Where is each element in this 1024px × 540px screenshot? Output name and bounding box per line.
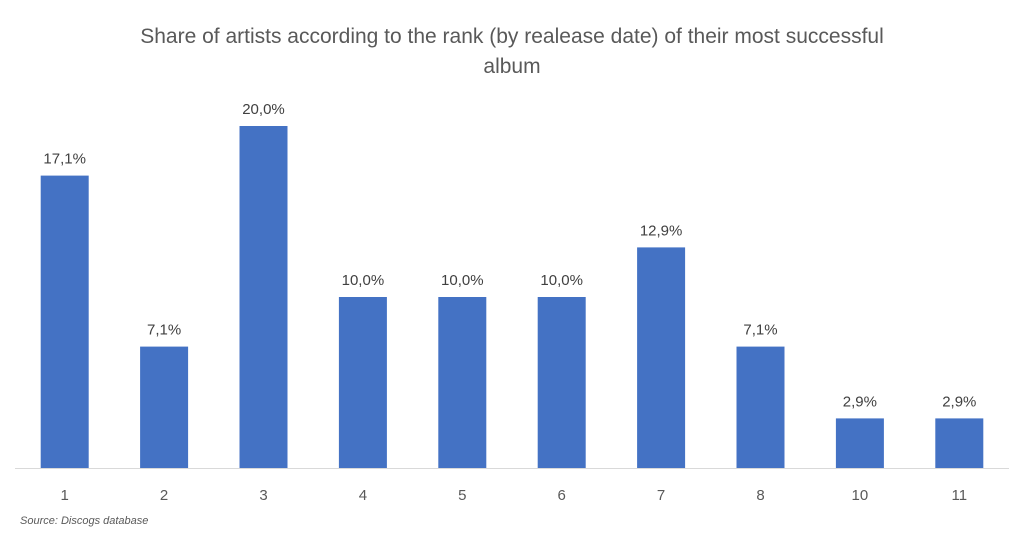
data-labels-group: 17,1% 7,1% 20,0% 10,0% 10,0% 10,0% 12,9% 7,1% 2,… [43,101,976,410]
bar-3 [239,126,288,468]
bars-group [40,126,984,468]
x-tick-label-2: 2 [160,487,168,504]
source-note: Source: Discogs database [20,515,149,527]
data-label-3: 20,0% [242,101,285,118]
x-tick-labels-group: 1 2 3 4 5 6 7 8 10 11 [61,487,968,504]
data-label-11: 2,9% [942,393,976,410]
bar-5 [438,297,487,468]
x-tick-label-5: 5 [458,487,466,504]
x-tick-label-4: 4 [359,487,367,504]
bar-7 [637,247,686,468]
chart-title: Share of artists according to the rank (… [0,22,1024,82]
x-tick-label-3: 3 [259,487,267,504]
bar-6 [537,297,586,468]
x-tick-label-10: 10 [852,487,869,504]
x-tick-label-7: 7 [657,487,665,504]
data-label-7: 12,9% [640,222,683,239]
data-label-2: 7,1% [147,322,181,339]
bar-11 [935,418,984,468]
x-tick-label-1: 1 [61,487,69,504]
bar-8 [736,346,785,468]
bar-2 [140,346,189,468]
data-label-6: 10,0% [540,272,583,289]
data-label-10: 2,9% [843,393,877,410]
x-tick-label-11: 11 [952,487,968,504]
bar-10 [835,418,884,468]
data-label-4: 10,0% [342,272,385,289]
bar-4 [338,297,387,468]
chart-title-line-1: Share of artists according to the rank (… [140,25,884,48]
bar-1 [40,175,89,468]
data-label-5: 10,0% [441,272,484,289]
chart-title-line-2: album [483,55,541,78]
data-label-1: 17,1% [43,151,86,168]
x-tick-label-6: 6 [558,487,566,504]
data-label-8: 7,1% [743,322,777,339]
x-tick-label-8: 8 [756,487,764,504]
